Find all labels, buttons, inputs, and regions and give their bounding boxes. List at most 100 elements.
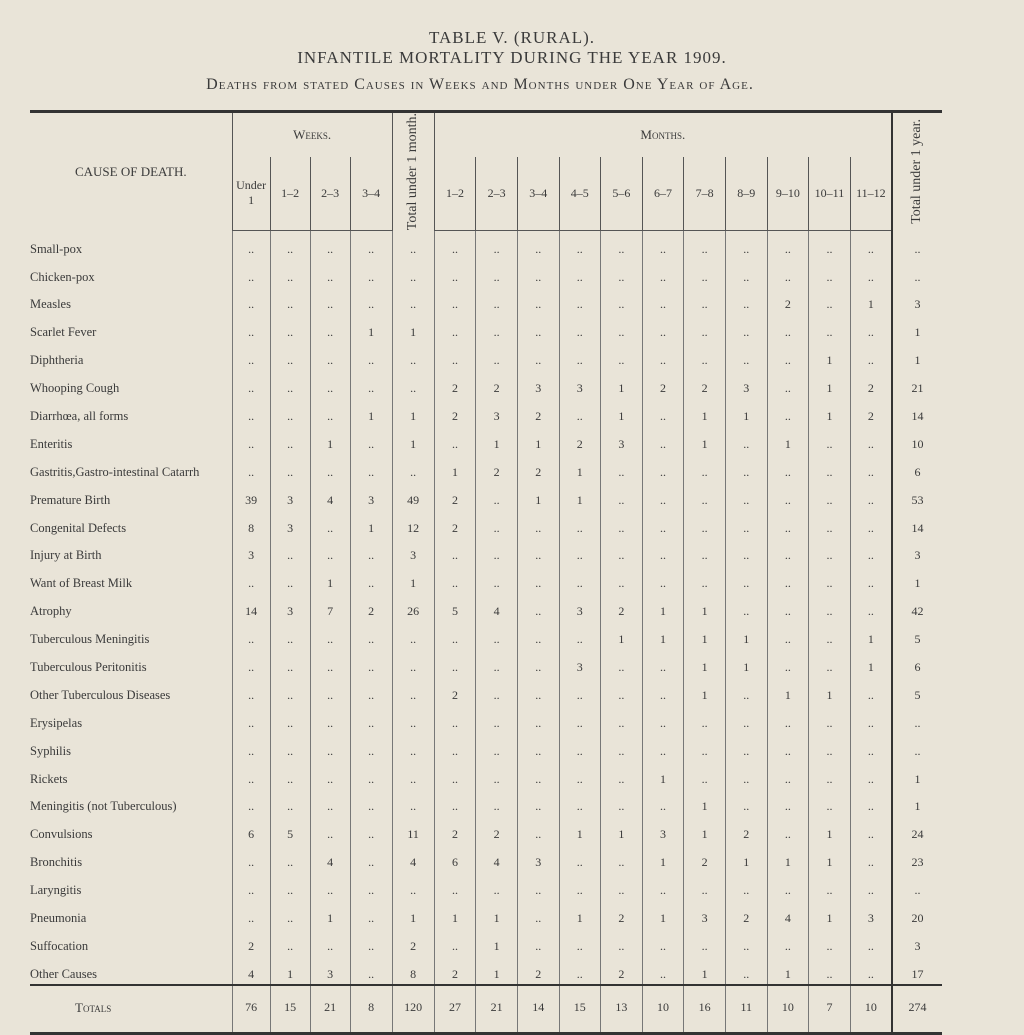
value-cell: 10 [849, 983, 892, 1034]
value-cell: .. [349, 928, 393, 956]
value-cell: .. [475, 565, 518, 594]
table-row: Scarlet Fever...... 1 1...................… [30, 314, 942, 343]
value-cell: 10 [641, 983, 684, 1034]
value-cell: .. [269, 621, 311, 650]
value-cell: 1 [890, 788, 942, 817]
value-cell: .. [433, 649, 476, 677]
value-cell: .. [766, 788, 809, 817]
cause-cell: Whooping Cough [30, 370, 232, 398]
table-row: Small-pox...............................… [30, 230, 942, 259]
cause-cell: Pneumonia [30, 900, 232, 928]
value-cell: .. [349, 565, 393, 594]
value-cell: .. [269, 258, 311, 287]
value-cell: .. [641, 565, 684, 594]
value-cell: .. [269, 649, 311, 677]
value-cell: .. [349, 788, 393, 817]
value-cell: .. [269, 370, 311, 399]
table-row: Chicken-pox.............................… [30, 258, 942, 287]
value-cell: 6 [231, 816, 271, 845]
value-cell: .. [808, 314, 851, 343]
value-cell: 1 [475, 900, 518, 928]
value-cell: .. [558, 398, 601, 426]
value-cell: .. [641, 704, 684, 733]
cause-cell: Chicken-pox [30, 259, 232, 287]
value-cell: .. [641, 398, 684, 426]
value-cell: .. [516, 593, 559, 622]
year-total-label: Total under 1 year. [909, 119, 925, 224]
value-cell: .. [600, 872, 643, 901]
cause-label: Tuberculous Meningitis [30, 632, 150, 647]
value-cell: .. [641, 537, 684, 566]
value-cell: 2 [433, 955, 476, 985]
value-cell: .. [269, 676, 311, 705]
value-cell: 2 [600, 955, 643, 985]
value-cell: 2 [683, 844, 726, 873]
value-cell: .. [683, 342, 726, 371]
value-cell: 1 [600, 621, 643, 650]
value-cell: .. [391, 370, 435, 399]
value-cell: .. [433, 928, 476, 956]
value-cell: 1 [600, 816, 643, 845]
value-cell: 274 [890, 983, 942, 1034]
value-cell: 16 [683, 983, 726, 1034]
value-cell: .. [309, 760, 351, 789]
value-cell: 4 [309, 844, 351, 873]
value-cell: .. [349, 258, 393, 287]
value-cell: .. [766, 342, 809, 371]
value-cell: .. [600, 928, 643, 956]
value-cell: 11 [391, 816, 435, 845]
value-cell: .. [433, 788, 476, 817]
value-cell: .. [433, 704, 476, 733]
value-cell: 2 [849, 398, 892, 426]
value-cell: .. [391, 621, 435, 650]
value-cell: .. [269, 425, 311, 454]
month-column-header: 3–4 [516, 156, 559, 231]
value-cell: .. [641, 230, 684, 259]
value-cell: .. [269, 872, 311, 901]
value-cell: .. [641, 872, 684, 901]
value-cell: .. [516, 760, 559, 789]
value-cell: 8 [231, 509, 271, 538]
value-cell: .. [558, 732, 601, 761]
value-cell: .. [349, 900, 393, 928]
cause-cell: Erysipelas [30, 705, 232, 733]
value-cell: .. [349, 649, 393, 677]
value-cell: .. [808, 537, 851, 566]
value-cell: .. [724, 704, 768, 733]
value-cell: 15 [269, 983, 311, 1034]
value-cell: .. [309, 509, 351, 538]
value-cell: .. [558, 844, 601, 873]
caption: Deaths from stated Causes in Weeks and M… [206, 76, 754, 93]
value-cell: .. [516, 732, 559, 761]
value-cell: 3 [269, 509, 311, 538]
cause-label: Pneumonia [30, 911, 87, 925]
value-cell: .. [433, 872, 476, 901]
value-cell: .. [683, 704, 726, 733]
value-cell: .. [849, 481, 892, 510]
value-cell: 1 [558, 900, 601, 928]
value-cell: 1 [683, 816, 726, 845]
value-cell: 2 [683, 370, 726, 399]
value-cell: 1 [309, 425, 351, 454]
value-cell: 2 [724, 900, 768, 928]
value-cell: .. [683, 732, 726, 761]
value-cell: .. [558, 230, 601, 259]
cause-cell: Rickets [30, 761, 232, 789]
value-cell: 26 [391, 593, 435, 622]
value-cell: .. [231, 900, 271, 928]
value-cell: .. [269, 732, 311, 761]
value-cell: .. [475, 230, 518, 259]
cause-label: Other Causes [30, 966, 97, 981]
value-cell: 1 [683, 676, 726, 705]
month-column-header: 4–5 [558, 156, 601, 231]
value-cell: 6 [433, 844, 476, 873]
value-cell: .. [683, 453, 726, 482]
value-cell: .. [600, 230, 643, 259]
value-cell: .. [641, 788, 684, 817]
value-cell: .. [808, 565, 851, 594]
value-cell: .. [808, 286, 851, 315]
value-cell: .. [724, 955, 768, 985]
value-cell: .. [433, 286, 476, 315]
value-cell: 1 [516, 425, 559, 454]
value-cell: .. [890, 258, 942, 287]
